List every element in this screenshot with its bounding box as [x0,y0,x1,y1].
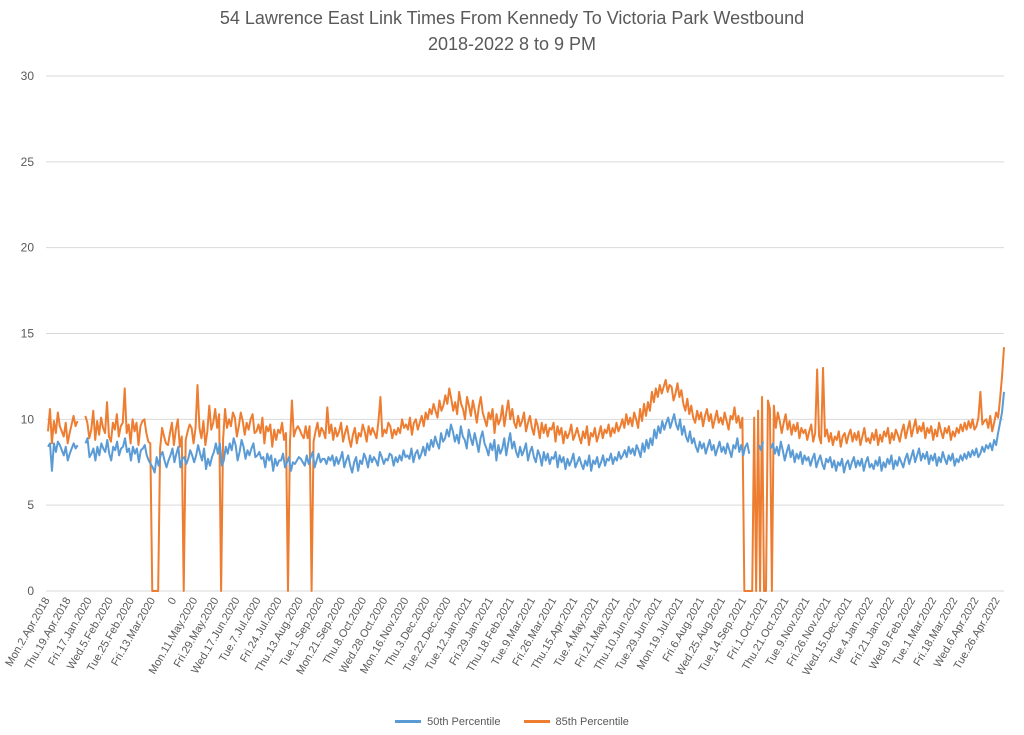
x-tick-label: 0 [166,596,179,607]
y-tick-label: 10 [21,412,35,426]
legend-label-50th: 50th Percentile [427,715,501,728]
y-tick-label: 20 [21,241,35,255]
y-tick-label: 5 [27,498,34,512]
legend: 50th Percentile 85th Percentile [0,714,1024,728]
y-tick-label: 15 [21,327,35,341]
series-layer [47,347,1005,592]
series-85th-percentile [47,347,1005,592]
legend-item-85th: 85th Percentile [523,715,629,728]
legend-swatch-50th [395,720,422,723]
y-tick-label: 0 [27,584,34,598]
y-tick-label: 25 [21,155,35,169]
legend-item-50th: 50th Percentile [395,716,500,728]
legend-label-85th: 85th Percentile [555,715,629,728]
x-axis: Mon.2.Apr.2018Thu.19.Apr.2018Fri.17.Jan.… [3,596,1002,678]
y-tick-label: 30 [21,69,35,83]
gridlines [46,75,1004,592]
chart-subtitle: 2018-2022 8 to 9 PM [427,34,597,54]
y-axis: 0 5 10 15 20 25 30 [21,69,35,598]
chart-title: 54 Lawrence East Link Times From Kennedy… [219,8,805,28]
legend-swatch-85th [523,720,550,723]
series-50th-percentile [47,391,1005,474]
